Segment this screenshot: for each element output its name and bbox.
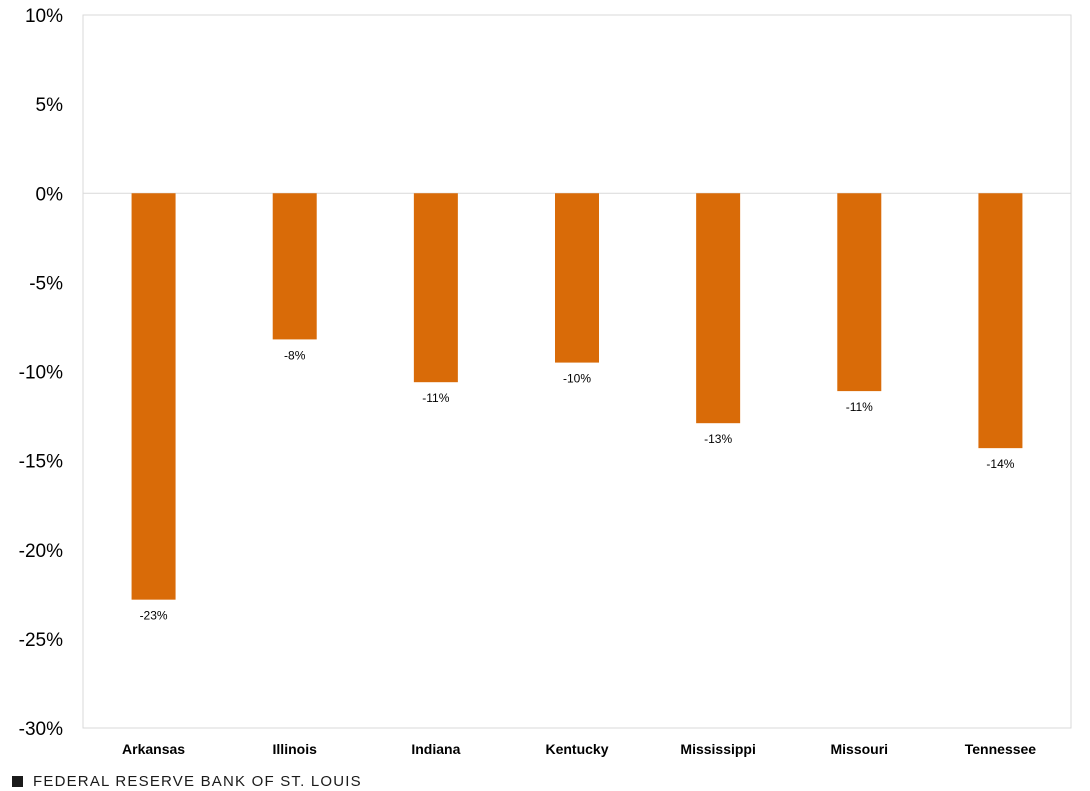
bar xyxy=(555,193,599,363)
data-label: -14% xyxy=(986,457,1014,471)
data-label: -11% xyxy=(422,391,449,405)
bar xyxy=(978,193,1023,449)
bar xyxy=(131,193,176,600)
x-tick-label: Illinois xyxy=(273,741,318,757)
bar-chart: 10% 5% 0% -5% -10% -15% -20% -25% -30% Arkansas I… xyxy=(19,6,1072,757)
x-tick-label: Tennessee xyxy=(965,741,1037,757)
footer: FEDERAL RESERVE BANK OF ST. LOUIS xyxy=(12,771,362,791)
y-tick-label: -10% xyxy=(19,363,63,384)
bar xyxy=(837,193,882,392)
y-tick-label: -20% xyxy=(19,541,63,562)
bar xyxy=(696,193,741,424)
y-tick-label: 5% xyxy=(36,95,64,116)
y-tick-label: -15% xyxy=(19,452,63,473)
y-tick-label: -30% xyxy=(19,719,63,740)
square-icon xyxy=(12,775,23,787)
y-tick-label: -5% xyxy=(29,273,63,294)
data-label: -11% xyxy=(846,400,873,414)
y-tick-label: -25% xyxy=(19,630,63,651)
data-label: -13% xyxy=(704,432,732,446)
bar xyxy=(413,193,458,383)
y-tick-label: 10% xyxy=(25,6,63,27)
x-tick-label: Arkansas xyxy=(122,741,185,757)
plot-area xyxy=(82,14,1072,729)
source-label: FEDERAL RESERVE BANK OF ST. LOUIS xyxy=(33,772,362,790)
x-tick-label: Missouri xyxy=(830,741,888,757)
data-label: -10% xyxy=(563,372,591,386)
data-label: -8% xyxy=(284,348,306,362)
x-tick-label: Kentucky xyxy=(545,741,608,757)
y-tick-label: 0% xyxy=(36,184,64,205)
data-label: -23% xyxy=(140,609,168,623)
x-tick-label: Indiana xyxy=(411,741,460,757)
bar xyxy=(272,193,317,340)
x-tick-label: Mississippi xyxy=(680,741,755,757)
